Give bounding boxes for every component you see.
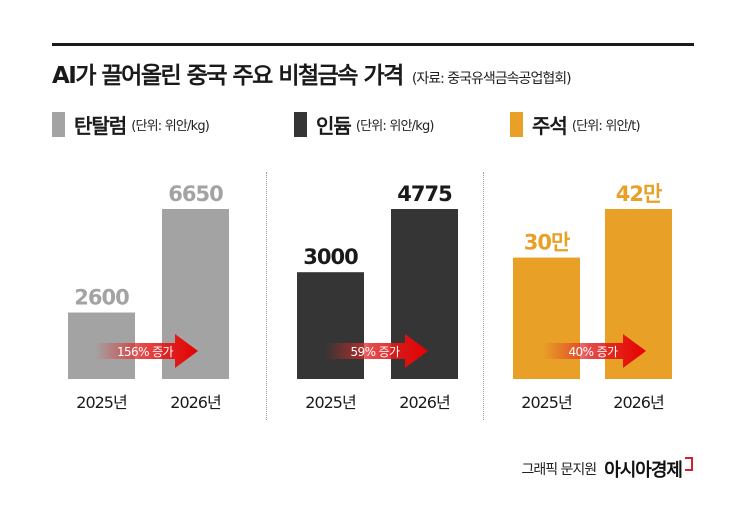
growth-arrow-tin xyxy=(543,334,646,368)
category-label-indium-2025: 2025년 xyxy=(305,393,356,412)
legend-indium: 인듐 (단위: 위안/kg) xyxy=(294,110,434,139)
value-label-tin-2025: 30만 xyxy=(524,231,570,255)
growth-label-indium: 59% 증가 xyxy=(351,345,401,359)
category-label-tantalum-2026: 2026년 xyxy=(170,393,221,412)
top-rule xyxy=(52,43,694,46)
category-label-tin-2025: 2025년 xyxy=(521,393,572,412)
category-label-indium-2026: 2026년 xyxy=(399,393,450,412)
value-label-tin-2026: 42만 xyxy=(616,182,662,206)
footer: 그래픽 문지원 아시아경제 xyxy=(521,456,693,482)
legend-swatch-tantalum xyxy=(52,112,65,137)
value-label-tantalum-2026: 6650 xyxy=(168,182,223,206)
legend-swatch-tin xyxy=(510,112,523,137)
source-note: (자료: 중국유색금속공업협회) xyxy=(411,71,572,87)
panel-divider-1 xyxy=(266,172,267,420)
legend-label-indium: 인듐 xyxy=(316,114,352,138)
legend-tantalum: 탄탈럼 (단위: 위안/kg) xyxy=(52,110,210,139)
value-label-indium-2025: 3000 xyxy=(303,245,358,269)
category-label-tantalum-2025: 2025년 xyxy=(76,393,127,412)
legend-tin: 주석 (단위: 위안/t) xyxy=(510,110,641,139)
legend-label-tin: 주석 xyxy=(532,114,568,138)
title-row: AI가 끌어올린 중국 주요 비철금속 가격 (자료: 중국유색금속공업협회) xyxy=(52,56,572,90)
bar-indium-2025 xyxy=(297,272,364,379)
graphic-credit: 그래픽 문지원 xyxy=(521,462,597,478)
chart-title: AI가 끌어올린 중국 주요 비철금속 가격 xyxy=(52,63,404,89)
brand-logo: 아시아경제 xyxy=(604,460,683,481)
growth-arrow-tantalum xyxy=(95,334,198,368)
legend-unit-tantalum: (단위: 위안/kg) xyxy=(131,119,210,134)
category-label-tin-2026: 2026년 xyxy=(613,393,664,412)
legend-unit-indium: (단위: 위안/kg) xyxy=(355,119,435,134)
value-label-indium-2026: 4775 xyxy=(397,182,452,206)
panel-divider-2 xyxy=(483,172,484,420)
bar-tin-2025 xyxy=(513,257,580,379)
legend-label-tantalum: 탄탈럼 xyxy=(74,114,127,138)
growth-label-tin: 40% 증가 xyxy=(569,345,619,359)
growth-label-tantalum: 156% 증가 xyxy=(117,345,174,359)
legend-swatch-indium xyxy=(294,112,307,137)
brand-mark-icon xyxy=(685,457,693,471)
value-label-tantalum-2025: 2600 xyxy=(74,286,129,310)
legend-unit-tin: (단위: 위안/t) xyxy=(571,119,641,134)
growth-arrow-indium xyxy=(325,334,428,368)
